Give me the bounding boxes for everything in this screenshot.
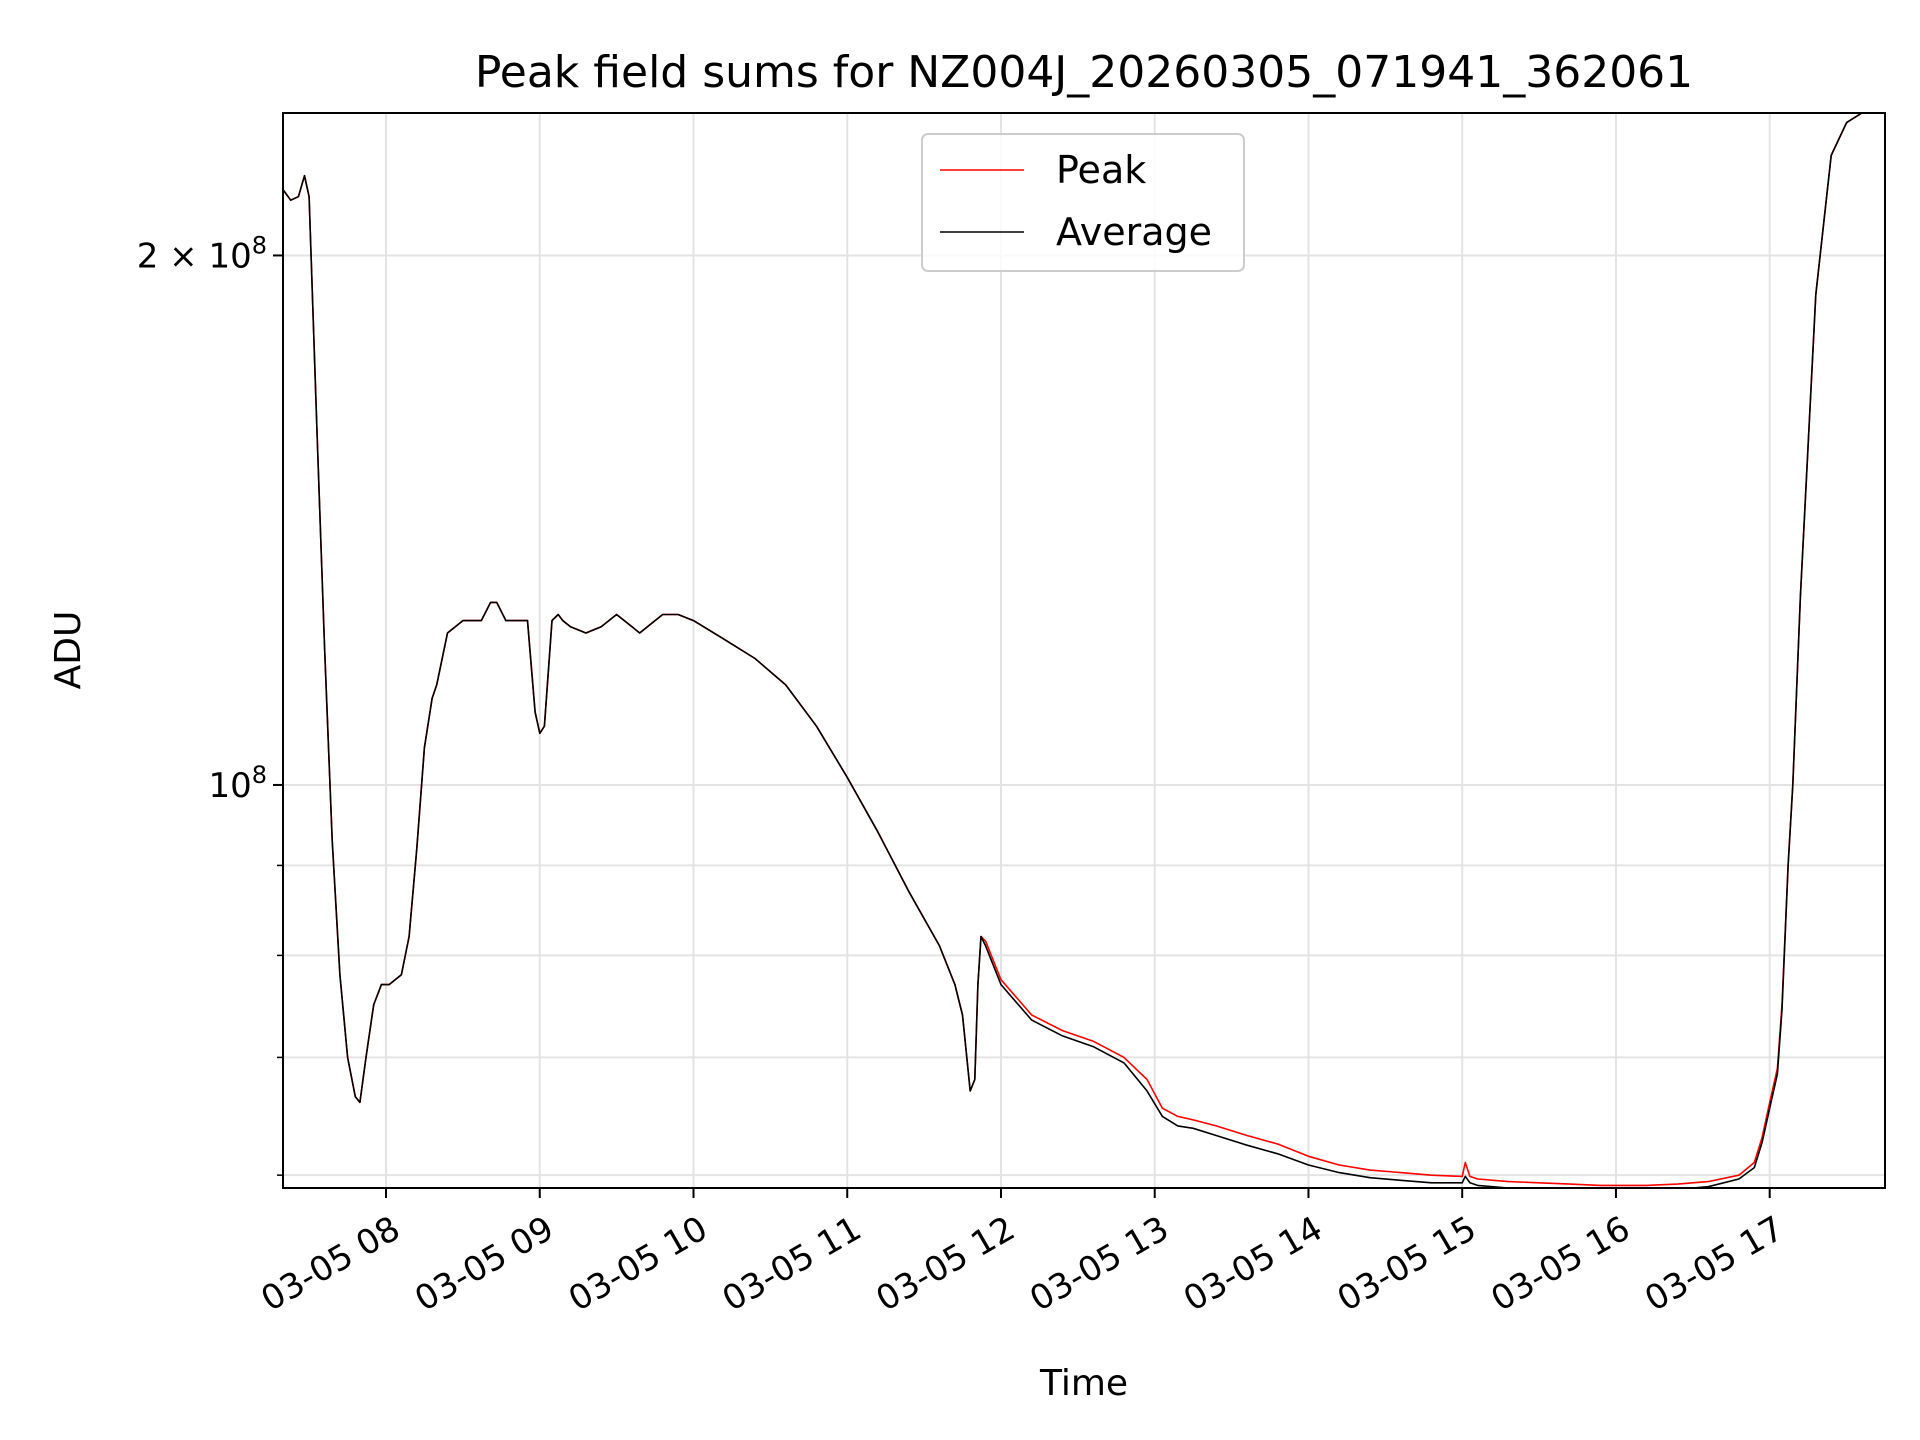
y-tick-label: 108 bbox=[208, 761, 267, 806]
series-lines bbox=[283, 113, 1885, 1188]
chart-title: Peak field sums for NZ004J_20260305_0719… bbox=[475, 47, 1693, 98]
legend-label-peak: Peak bbox=[1056, 148, 1146, 192]
axes-frame bbox=[282, 112, 1886, 1189]
y-tick-label: 2 × 108 bbox=[137, 231, 267, 276]
y-axis-label: ADU bbox=[48, 611, 89, 690]
legend-box bbox=[921, 133, 1245, 272]
legend: Peak Average bbox=[921, 133, 1245, 272]
legend-label-average: Average bbox=[1056, 210, 1212, 254]
x-axis-label: Time bbox=[1039, 1363, 1128, 1404]
series-line-average bbox=[283, 113, 1885, 1188]
grid bbox=[283, 113, 1885, 1188]
plot-area bbox=[283, 113, 1885, 1188]
